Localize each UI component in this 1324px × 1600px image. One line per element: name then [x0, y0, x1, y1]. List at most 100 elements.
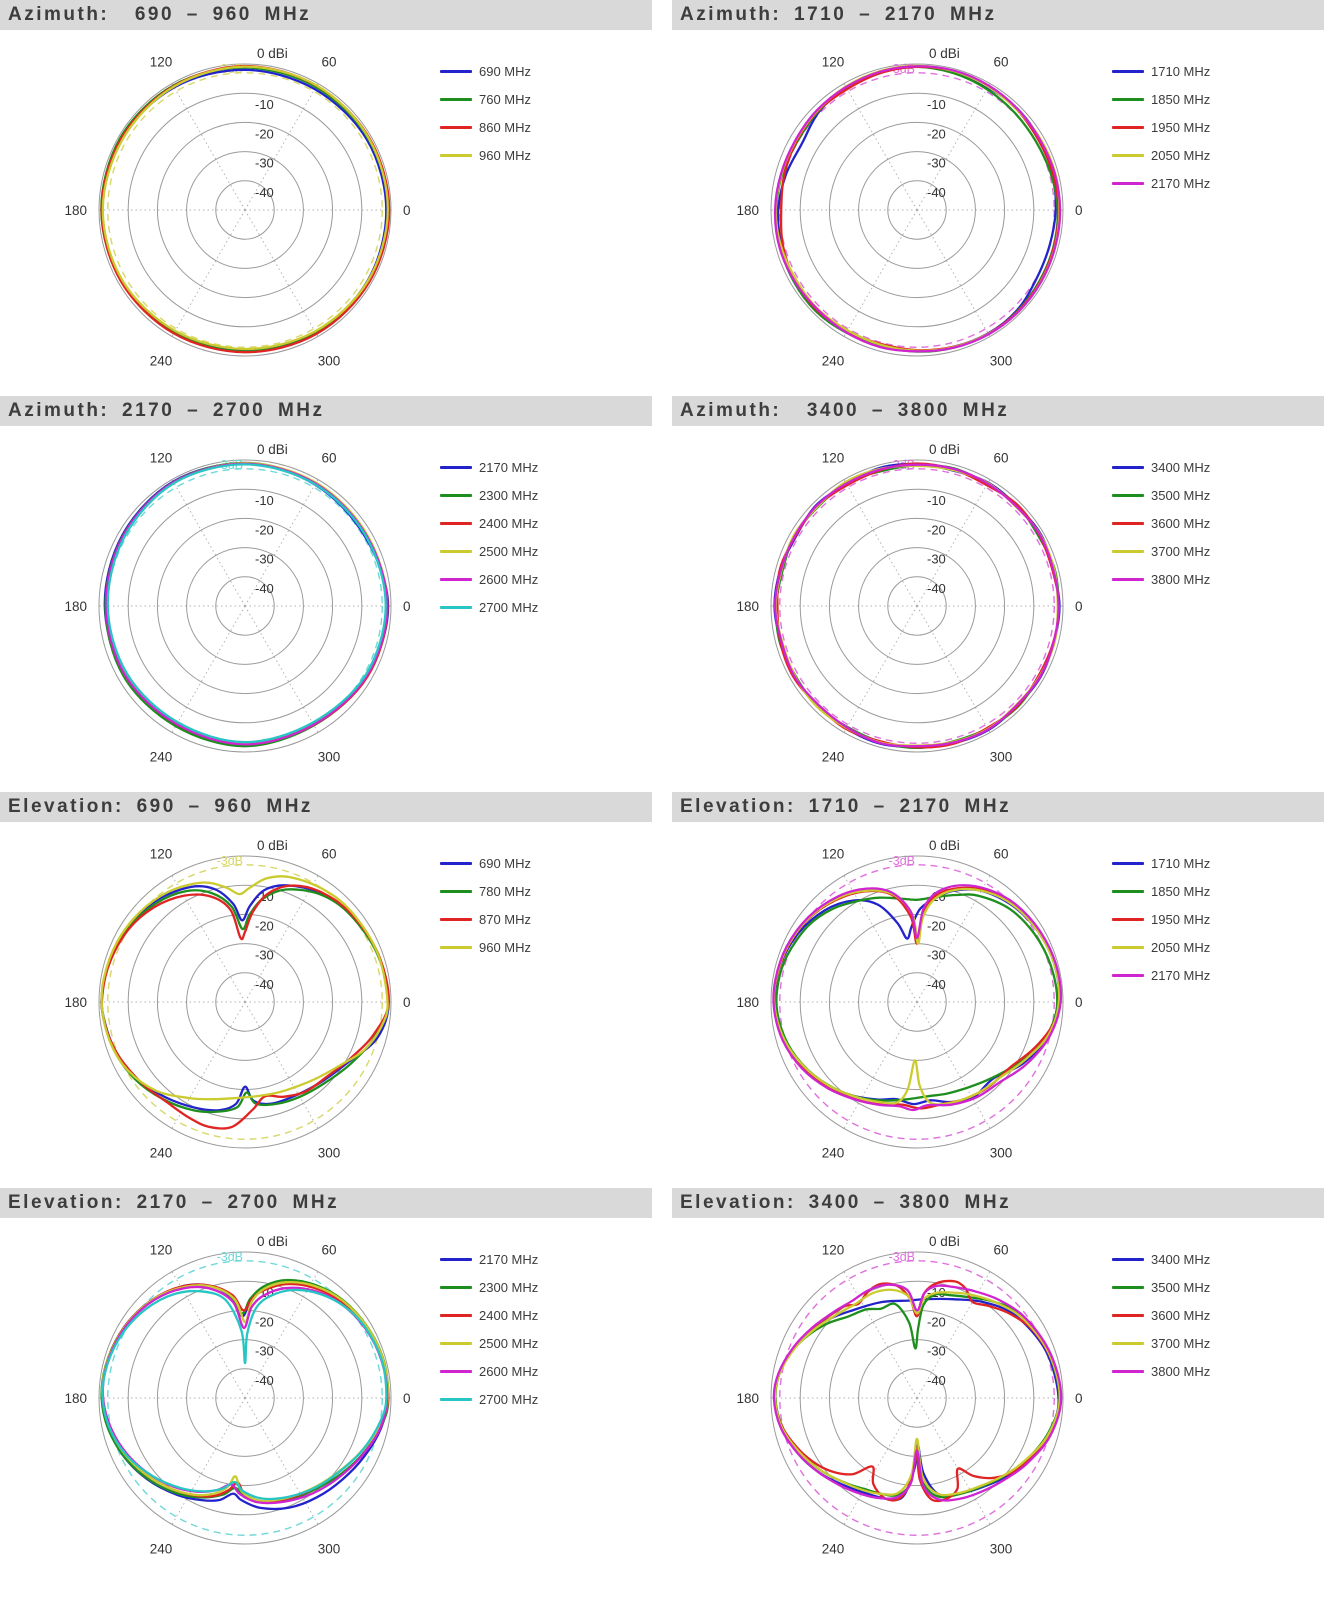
grid-ring — [215, 180, 275, 240]
legend-label: 2300 MHz — [479, 1280, 539, 1295]
legend-swatch — [440, 1370, 472, 1373]
axis-label: 60 — [321, 55, 336, 70]
axis-label: 0 dBi — [929, 1234, 960, 1249]
grid-ring — [887, 972, 947, 1032]
legend-label: 1850 MHz — [1151, 92, 1211, 107]
axis-label: -20 — [255, 126, 274, 141]
grid-ring — [127, 1280, 363, 1516]
panel-elevation-690-960: Elevation: 690 – 960 MHz 0 dBi -10 -20 -30-… — [0, 792, 652, 1182]
legend-label: 2170 MHz — [1151, 968, 1211, 983]
legend-item: 2500 MHz — [440, 544, 538, 559]
panel-azimuth-3400-3800: Azimuth: 3400 – 3800 MHz 0 dBi -10 -20 -30 -… — [672, 396, 1324, 786]
polar-chart: 0 dBi -10 -20 -30 -40 -3dB 0 60 120 180 240 300 — [672, 822, 1112, 1182]
trace-2170-mhz — [772, 884, 1063, 1112]
axis-label: -30 — [255, 1344, 274, 1359]
legend-item: 2170 MHz — [1112, 968, 1210, 983]
axis-label: 240 — [150, 749, 173, 764]
grid-ring — [127, 884, 363, 1120]
legend-swatch — [1112, 98, 1144, 101]
trace-2400-mhz — [101, 1282, 390, 1503]
legend-label: 1850 MHz — [1151, 884, 1211, 899]
axis-label: -20 — [255, 918, 274, 933]
legend-item: 1950 MHz — [1112, 120, 1210, 135]
axis-label: 240 — [822, 353, 845, 368]
legend-item: 3500 MHz — [1112, 1280, 1210, 1295]
legend-swatch — [440, 126, 472, 129]
axis-label: 0 dBi — [257, 46, 288, 61]
axis-label: -40 — [927, 1373, 946, 1388]
legend-swatch — [440, 606, 472, 609]
axis-label: 60 — [993, 847, 1008, 862]
legend: 690 MHz 760 MHz 860 MHz 960 MHz — [440, 30, 531, 176]
legend-swatch — [1112, 126, 1144, 129]
legend-swatch — [440, 862, 472, 865]
panel-azimuth-1710-2170: Azimuth: 1710 – 2170 MHz 0 dBi -10 -20 -30 -… — [672, 0, 1324, 390]
legend-label: 3500 MHz — [1151, 1280, 1211, 1295]
spoke — [916, 1001, 991, 1129]
legend-swatch — [440, 578, 472, 581]
legend: 1710 MHz 1850 MHz 1950 MHz 2050 MHz 2170 MHz — [1112, 822, 1210, 996]
grid-ring — [858, 547, 976, 665]
legend-swatch — [1112, 70, 1144, 73]
axis-label: 0 — [403, 995, 411, 1010]
grid-ring — [186, 547, 304, 665]
legend-swatch — [440, 154, 472, 157]
legend-swatch — [440, 466, 472, 469]
legend-swatch — [440, 522, 472, 525]
legend-swatch — [1112, 890, 1144, 893]
axis-label: 120 — [150, 451, 173, 466]
trace-3800-mhz — [773, 463, 1060, 748]
axis-label: 0 — [403, 599, 411, 614]
trace-3700-mhz — [773, 1288, 1061, 1497]
axis-label: -30 — [255, 552, 274, 567]
grid-ring — [156, 121, 334, 299]
legend-swatch — [440, 1314, 472, 1317]
spoke — [244, 479, 319, 607]
trace-3600-mhz — [776, 462, 1061, 749]
axis-label: 120 — [822, 1243, 845, 1258]
legend-item: 3600 MHz — [1112, 1308, 1210, 1323]
grid-ring — [156, 517, 334, 695]
legend-label: 690 MHz — [479, 856, 532, 871]
spoke — [843, 1271, 918, 1399]
legend-label: 3400 MHz — [1151, 1252, 1211, 1267]
legend-label: 2170 MHz — [479, 1252, 539, 1267]
legend-swatch — [440, 918, 472, 921]
legend-item: 3400 MHz — [1112, 1252, 1210, 1267]
spoke — [244, 83, 319, 211]
grid-ring — [770, 855, 1064, 1149]
axis-label: 120 — [150, 55, 173, 70]
legend-item: 2300 MHz — [440, 1280, 538, 1295]
legend-swatch — [1112, 578, 1144, 581]
spoke — [171, 83, 246, 211]
legend-swatch — [1112, 182, 1144, 185]
spoke — [843, 875, 918, 1003]
axis-label: 180 — [64, 995, 87, 1010]
legend-swatch — [440, 70, 472, 73]
legend-item: 780 MHz — [440, 884, 531, 899]
legend-item: 3800 MHz — [1112, 572, 1210, 587]
legend-swatch — [1112, 974, 1144, 977]
axis-label: -30 — [927, 552, 946, 567]
axis-label: -30 — [927, 948, 946, 963]
threshold-circle — [779, 1260, 1055, 1536]
axis-label: 300 — [318, 749, 341, 764]
legend-swatch — [440, 1398, 472, 1401]
legend-label: 960 MHz — [479, 148, 532, 163]
axis-label: 0 — [1075, 599, 1083, 614]
legend-label: 2170 MHz — [479, 460, 539, 475]
spoke — [171, 479, 246, 607]
axis-label: -10 — [255, 493, 274, 508]
axis-label: 60 — [993, 1243, 1008, 1258]
legend: 3400 MHz 3500 MHz 3600 MHz 3700 MHz 3800 MHz — [1112, 426, 1210, 600]
axis-label: 300 — [990, 1145, 1013, 1160]
spoke — [244, 1397, 319, 1525]
axis-label: -20 — [927, 522, 946, 537]
grid-ring — [98, 1251, 392, 1545]
legend-item: 2700 MHz — [440, 1392, 538, 1407]
spoke — [244, 209, 319, 337]
legend-item: 690 MHz — [440, 64, 531, 79]
spoke — [244, 605, 319, 733]
legend-label: 690 MHz — [479, 64, 532, 79]
